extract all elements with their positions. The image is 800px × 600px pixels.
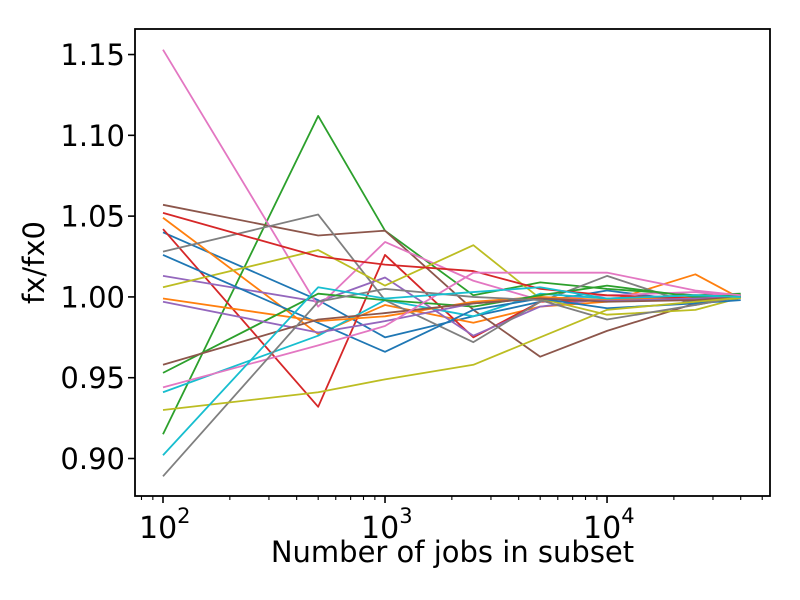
series-lines xyxy=(162,49,742,477)
y-tick-label: 1.15 xyxy=(60,38,125,72)
series-line-run-08 xyxy=(162,213,741,344)
axis-tick-labels: 102 103 104 0.90 0.95 1.00 1.05 1.10 1.15 xyxy=(60,38,634,546)
series-line-run-16 xyxy=(162,296,741,366)
x-tick-label: 104 xyxy=(583,504,635,546)
series-line-run-11 xyxy=(162,254,741,353)
x-tick-label: 102 xyxy=(139,504,191,546)
plot-area-spines xyxy=(134,28,771,497)
series-line-run-07 xyxy=(162,49,741,308)
y-tick-label: 0.95 xyxy=(60,361,125,395)
y-tick-label: 1.10 xyxy=(60,119,125,153)
axis-ticks xyxy=(128,53,763,503)
y-tick-label: 1.00 xyxy=(60,280,125,314)
x-axis-label: Number of jobs in subset xyxy=(271,535,634,569)
y-axis-label: fx/fx0 xyxy=(17,221,51,304)
y-tick-label: 0.90 xyxy=(60,442,125,476)
series-line-run-06 xyxy=(162,203,741,358)
x-tick-label: 103 xyxy=(361,504,413,546)
y-tick-label: 1.05 xyxy=(60,200,125,234)
series-line-run-19 xyxy=(162,296,741,411)
series-line-run-17 xyxy=(162,271,741,389)
series-line-run-18 xyxy=(162,287,741,477)
series-line-run-20 xyxy=(162,286,741,456)
series-line-run-03 xyxy=(162,115,741,435)
series-line-run-14 xyxy=(162,212,741,300)
